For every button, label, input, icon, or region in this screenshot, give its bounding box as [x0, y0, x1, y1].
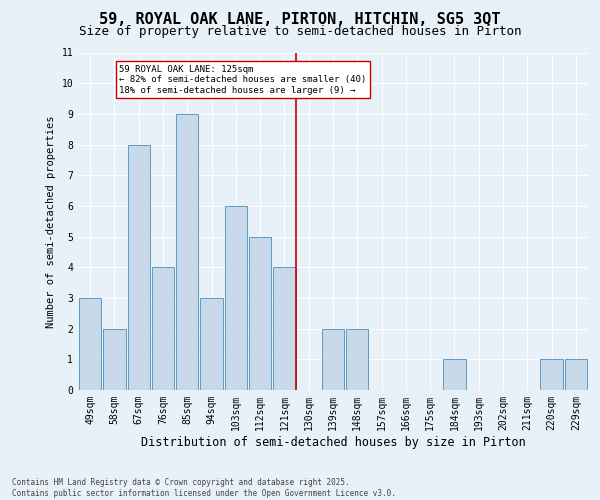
Bar [346, 328, 368, 390]
Bar [224, 206, 247, 390]
Y-axis label: Number of semi-detached properties: Number of semi-detached properties [46, 115, 56, 328]
Bar [152, 268, 174, 390]
Bar [176, 114, 199, 390]
X-axis label: Distribution of semi-detached houses by size in Pirton: Distribution of semi-detached houses by … [140, 436, 526, 448]
Bar [322, 328, 344, 390]
Bar [79, 298, 101, 390]
Bar [565, 360, 587, 390]
Text: Size of property relative to semi-detached houses in Pirton: Size of property relative to semi-detach… [79, 25, 521, 38]
Text: 59 ROYAL OAK LANE: 125sqm
← 82% of semi-detached houses are smaller (40)
18% of : 59 ROYAL OAK LANE: 125sqm ← 82% of semi-… [119, 65, 367, 94]
Text: Contains HM Land Registry data © Crown copyright and database right 2025.
Contai: Contains HM Land Registry data © Crown c… [12, 478, 396, 498]
Bar [443, 360, 466, 390]
Bar [273, 268, 296, 390]
Bar [200, 298, 223, 390]
Text: 59, ROYAL OAK LANE, PIRTON, HITCHIN, SG5 3QT: 59, ROYAL OAK LANE, PIRTON, HITCHIN, SG5… [99, 12, 501, 28]
Bar [128, 144, 150, 390]
Bar [103, 328, 125, 390]
Bar [249, 236, 271, 390]
Bar [541, 360, 563, 390]
